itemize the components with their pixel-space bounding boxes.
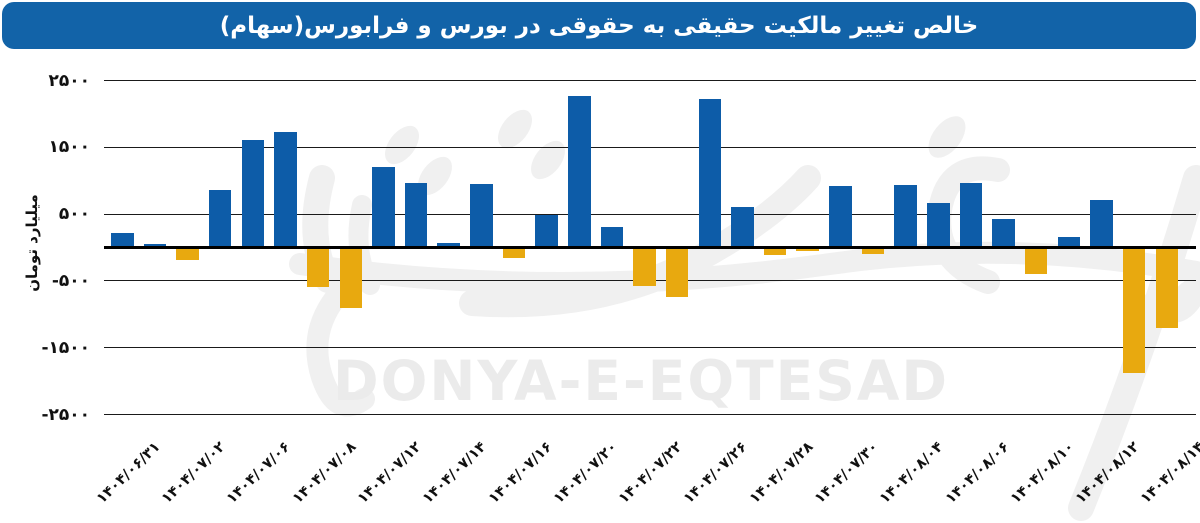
y-tick-label: ۵۰۰: [58, 204, 90, 225]
bar-negative: [306, 247, 330, 287]
bar-positive: [1090, 200, 1113, 248]
bar-negative: [502, 247, 526, 258]
bar-negative: [1122, 247, 1146, 373]
chart-title: خالص تغییر مالکیت حقیقی به حقوقی در بورس…: [219, 12, 979, 39]
y-tick-label: -۲۵۰۰: [41, 404, 90, 425]
bar-positive: [274, 132, 297, 248]
y-tick-label: -۵۰۰: [51, 270, 90, 291]
bar-positive: [698, 99, 722, 248]
gridline: [104, 80, 1196, 81]
bar-negative: [339, 247, 363, 309]
bar-negative: [633, 247, 656, 286]
y-tick-label: -۱۵۰۰: [41, 337, 90, 358]
bar-positive: [208, 190, 232, 248]
bar-negative: [763, 247, 787, 256]
bar-negative: [176, 247, 199, 260]
zero-axis: [104, 246, 1196, 249]
chart-title-banner: خالص تغییر مالکیت حقیقی به حقوقی در بورس…: [2, 2, 1196, 49]
gridline: [104, 213, 1196, 215]
bar-positive: [894, 185, 917, 248]
bar-positive: [241, 139, 265, 248]
bar-positive: [437, 243, 460, 248]
bar-positive: [568, 95, 591, 248]
bar-positive: [143, 244, 167, 248]
bar-positive: [927, 202, 950, 248]
watermark-text: DONYA-E-EQTESAD: [333, 349, 950, 413]
bar-positive: [404, 182, 428, 248]
bar-positive: [992, 219, 1015, 248]
bar-positive: [535, 214, 558, 248]
bar-positive: [600, 227, 624, 248]
bar-positive: [470, 184, 493, 248]
bar-negative: [861, 247, 885, 254]
bar-positive: [1057, 237, 1081, 248]
bar-negative: [796, 247, 819, 252]
y-tick-label: ۱۵۰۰: [48, 137, 90, 158]
gridline: [104, 347, 1196, 349]
bar-negative: [665, 247, 689, 297]
gridline: [104, 146, 1196, 148]
bar-positive: [959, 183, 983, 248]
bar-positive: [829, 186, 852, 248]
bar-positive: [111, 232, 134, 248]
gridline: [104, 414, 1196, 415]
bar-positive: [731, 207, 754, 248]
bar-negative: [1024, 247, 1048, 274]
bar-negative: [1155, 247, 1179, 328]
bar-positive: [372, 166, 395, 248]
y-tick-label: ۲۵۰۰: [48, 70, 90, 91]
